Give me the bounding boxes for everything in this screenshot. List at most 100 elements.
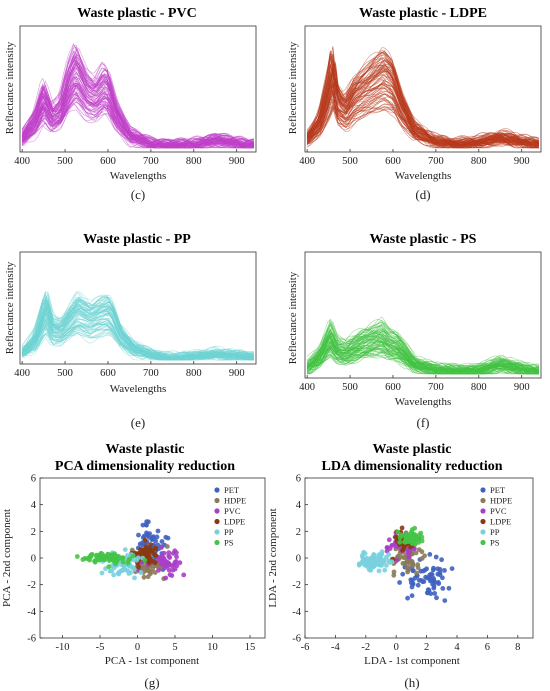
legend-label-ps: PS bbox=[224, 538, 234, 548]
scatter-point-ps bbox=[397, 535, 403, 541]
scatter-point-pvc bbox=[174, 554, 179, 560]
axis-ticks: -6 -4 -2 0 2 4 6 8 6 4 2 0 -2 -4 -6 bbox=[292, 474, 520, 654]
y-tick-label: 0 bbox=[31, 554, 36, 565]
plot-frame bbox=[19, 251, 257, 365]
scatter-point-ldpe bbox=[153, 545, 158, 551]
y-tick-label: 0 bbox=[296, 554, 301, 565]
plot-frame bbox=[304, 25, 542, 153]
scatter-point-pet bbox=[435, 566, 441, 572]
scatter-point-ldpe bbox=[142, 537, 148, 543]
panel-label: (e) bbox=[131, 415, 145, 430]
scatter-point-pet bbox=[397, 580, 402, 585]
scatter-point-pp bbox=[376, 568, 382, 574]
scatter-point-pp bbox=[360, 554, 365, 560]
x-tick-label: 700 bbox=[143, 368, 159, 379]
scatter-point-pet bbox=[449, 566, 455, 571]
scatter-point-ps bbox=[410, 527, 415, 532]
x-tick-label: -2 bbox=[361, 642, 370, 653]
x-ticks: 400 500 600 700 800 900 bbox=[299, 149, 530, 167]
spectra-lines bbox=[21, 290, 255, 361]
scatter-point-pet bbox=[433, 554, 439, 560]
scatter-point-pp bbox=[374, 561, 380, 567]
spectrum-line bbox=[21, 332, 254, 361]
scatter-point-ps bbox=[112, 551, 117, 557]
scatter-point-pvc bbox=[394, 557, 400, 563]
x-tick-label: 0 bbox=[135, 642, 140, 653]
scatter-point-pvc bbox=[167, 572, 173, 578]
scatter-point-pet bbox=[155, 542, 161, 548]
scatter-point-pp bbox=[381, 559, 387, 565]
spectrum-line bbox=[306, 76, 539, 149]
scatter-point-pp bbox=[368, 559, 374, 564]
x-tick-label: 10 bbox=[207, 642, 218, 653]
panel-title: Waste plastic - PVC bbox=[77, 6, 196, 21]
scatter-point-pet bbox=[432, 591, 438, 596]
scatter-point-pet bbox=[442, 598, 448, 603]
x-ticks: 400 500 600 700 800 900 bbox=[14, 361, 245, 379]
scatter-point-pp bbox=[356, 562, 362, 568]
panel-h: Waste plastic LDA dimensionality reducti… bbox=[267, 442, 534, 690]
legend-marker-hdpe bbox=[480, 497, 486, 504]
spectrum-line bbox=[306, 320, 539, 371]
y-axis-label: Reflectance intensity bbox=[4, 41, 16, 134]
spectrum-line bbox=[21, 313, 254, 360]
panel-label: (g) bbox=[144, 675, 159, 690]
scatter-point-ps bbox=[403, 537, 409, 543]
spectrum-line bbox=[307, 94, 539, 147]
scatter-point-pp bbox=[384, 563, 389, 568]
x-tick-label: 600 bbox=[100, 156, 116, 167]
x-tick-label: 400 bbox=[14, 156, 30, 167]
x-tick-label: -6 bbox=[301, 642, 310, 653]
scatter-point-pvc bbox=[173, 559, 179, 564]
scatter-point-pp bbox=[122, 547, 128, 552]
scatter-point-pp bbox=[371, 552, 377, 557]
spectra-lines bbox=[306, 45, 540, 149]
scatter-point-pet bbox=[147, 531, 153, 536]
scatter-point-ldpe bbox=[144, 549, 150, 554]
spectra-lines bbox=[21, 42, 255, 149]
spectrum-line bbox=[21, 303, 254, 359]
panel-label: (h) bbox=[404, 675, 419, 690]
panel-title-line1: Waste plastic bbox=[106, 442, 185, 457]
scatter-point-hdpe bbox=[414, 570, 419, 576]
x-tick-label: 500 bbox=[342, 156, 358, 167]
scatter-point-ps bbox=[408, 535, 414, 541]
scatter-point-pet bbox=[435, 571, 441, 577]
y-tick-label: -4 bbox=[292, 607, 301, 618]
x-tick-label: 900 bbox=[514, 382, 530, 393]
x-tick-label: -5 bbox=[96, 642, 105, 653]
scatter-point-hdpe bbox=[419, 549, 425, 555]
panel-title: Waste plastic - LDPE bbox=[359, 6, 487, 21]
x-tick-label: 6 bbox=[485, 642, 490, 653]
plot-frame bbox=[304, 251, 542, 379]
scatter-point-hdpe bbox=[410, 563, 416, 569]
x-tick-label: 400 bbox=[14, 368, 30, 379]
x-tick-label: -10 bbox=[56, 642, 70, 653]
x-axis-label: PCA - 1st component bbox=[105, 655, 199, 667]
spectrum-line bbox=[21, 62, 254, 148]
scatter-point-pp bbox=[386, 552, 392, 557]
scatter-point-pvc bbox=[170, 567, 176, 573]
scatter-point-pet bbox=[440, 586, 446, 591]
x-axis-label: LDA - 1st component bbox=[364, 655, 460, 667]
scatter-point-pet bbox=[159, 539, 165, 544]
x-tick-label: 600 bbox=[385, 382, 401, 393]
scatter-point-hdpe bbox=[148, 571, 153, 577]
x-axis-label: Wavelengths bbox=[110, 170, 167, 182]
x-axis-label: Wavelengths bbox=[110, 383, 167, 395]
legend-label-pp: PP bbox=[224, 527, 234, 537]
scatter-point-pp bbox=[135, 555, 141, 561]
scatter-point-ps bbox=[95, 557, 101, 562]
scatter-point-hdpe bbox=[391, 569, 397, 575]
legend-marker-pp bbox=[480, 529, 486, 535]
scatter-point-pet bbox=[420, 568, 426, 574]
scatter-point-pvc bbox=[166, 567, 172, 573]
scatter-point-pvc bbox=[161, 550, 167, 556]
legend-marker-ps bbox=[480, 539, 486, 546]
scatter-point-pp bbox=[111, 572, 117, 578]
scatter-point-pet bbox=[427, 552, 433, 557]
spectrum-line bbox=[21, 85, 255, 149]
scatter-point-ps bbox=[395, 529, 401, 535]
axis-ticks: -10 -5 0 5 10 15 6 4 2 0 -2 -4 -6 bbox=[27, 474, 255, 654]
